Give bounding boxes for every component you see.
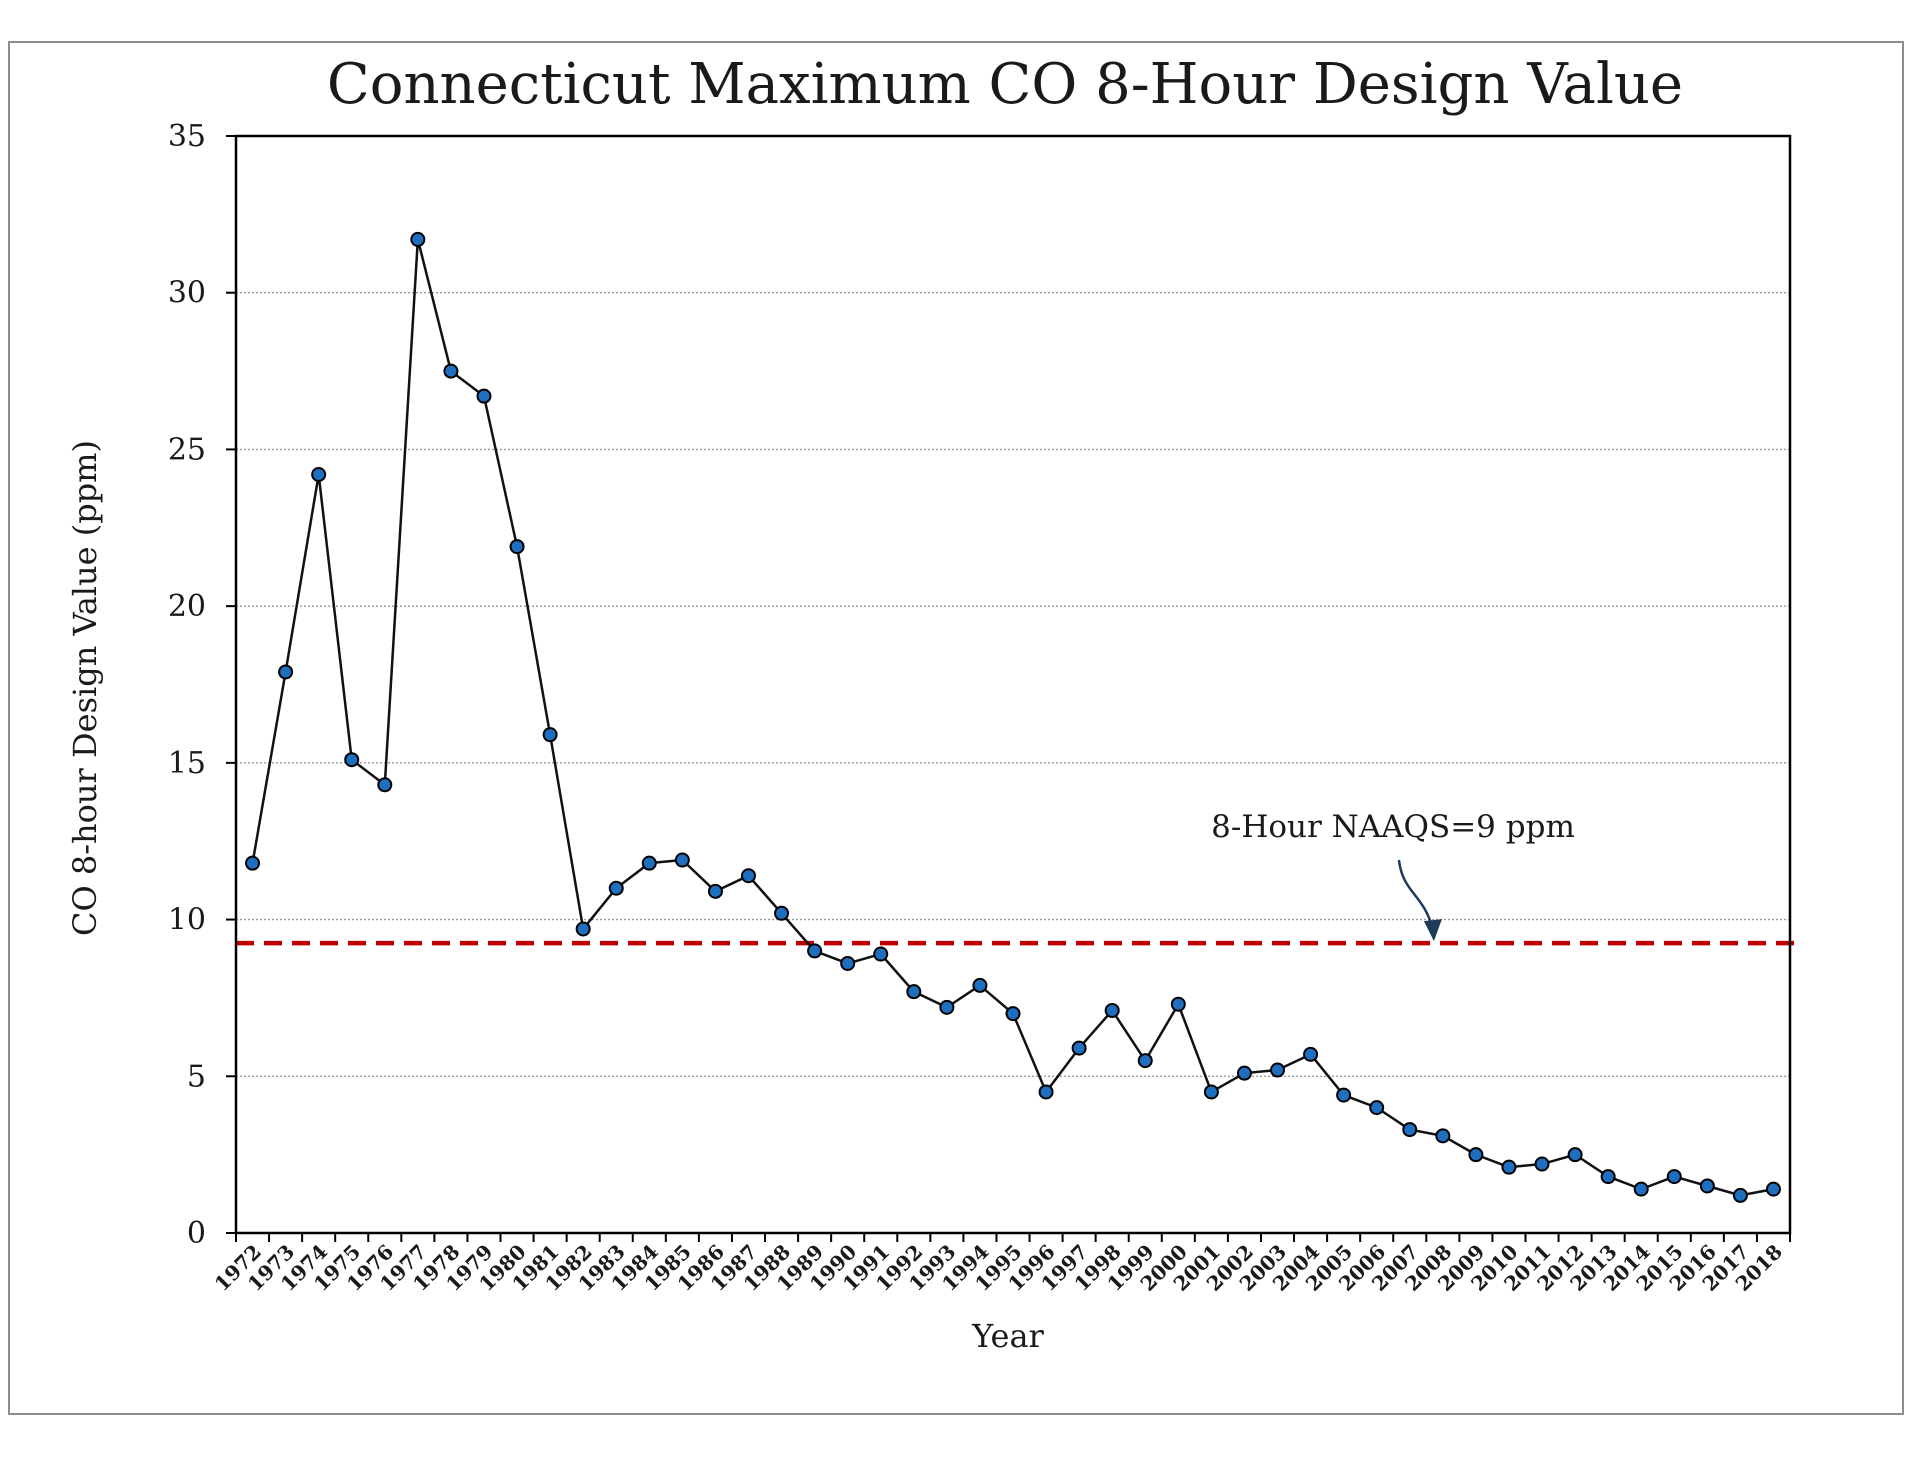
data-point: [1071, 1040, 1087, 1056]
data-point: [1104, 1002, 1120, 1018]
data-point: [1270, 1062, 1286, 1078]
gridlines: [236, 292, 1790, 1077]
chart-title: Connecticut Maximum CO 8-Hour Design Val…: [327, 52, 1683, 117]
x-axis-label: Year: [971, 1317, 1044, 1355]
data-point: [344, 752, 360, 768]
data-point: [311, 467, 327, 483]
y-tick-label: 15: [168, 746, 206, 781]
data-point: [1435, 1128, 1451, 1144]
y-tick-label: 20: [168, 589, 206, 624]
y-tick-label: 10: [168, 903, 206, 938]
reference-line-label: 8-Hour NAAQS=9 ppm: [1211, 809, 1575, 845]
x-axis-ticks: 1972197319741975197619771978197919801981…: [210, 1233, 1791, 1296]
data-point: [740, 868, 756, 884]
y-tick-label: 30: [168, 276, 206, 311]
data-point: [1005, 1006, 1021, 1022]
chart-frame: [8, 41, 1904, 1415]
data-point: [1369, 1100, 1385, 1116]
data-point: [906, 984, 922, 1000]
data-point: [873, 946, 889, 962]
data-point: [278, 664, 294, 680]
data-point: [410, 231, 426, 247]
data-point: [1402, 1122, 1418, 1138]
data-point: [377, 777, 393, 793]
annotation-arrow: [1397, 859, 1435, 930]
data-point: [1666, 1169, 1682, 1185]
data-point: [476, 388, 492, 404]
data-point: [1038, 1084, 1054, 1100]
data-point: [641, 855, 657, 871]
reference-line-group: [236, 859, 1800, 946]
data-point: [1336, 1087, 1352, 1103]
y-axis-ticks: 0 5 10 15 20 25 30 35: [168, 119, 236, 1251]
data-point: [707, 883, 723, 899]
y-axis-label: CO 8-hour Design Value (ppm): [66, 440, 104, 936]
series-group: [245, 231, 1781, 1203]
data-point: [1699, 1178, 1715, 1194]
data-point: [1468, 1147, 1484, 1163]
data-point: [509, 539, 525, 555]
y-tick-label: 5: [187, 1059, 206, 1094]
y-tick-label: 35: [168, 119, 206, 154]
data-point: [608, 880, 624, 896]
data-point: [1170, 996, 1186, 1012]
data-point: [774, 905, 790, 921]
plot-area-border: [234, 134, 1792, 1235]
y-tick-label: 0: [187, 1216, 206, 1251]
data-point: [542, 727, 558, 743]
data-point: [1137, 1053, 1153, 1069]
data-point: [1203, 1084, 1219, 1100]
data-point: [1633, 1181, 1649, 1197]
data-point: [443, 363, 459, 379]
data-point: [674, 852, 690, 868]
data-point: [1765, 1181, 1781, 1197]
data-point: [1567, 1147, 1583, 1163]
data-point: [575, 921, 591, 937]
arrow-head-icon: [1423, 919, 1442, 942]
data-point: [972, 977, 988, 993]
data-point: [1600, 1169, 1616, 1185]
data-point: [1236, 1065, 1252, 1081]
data-point: [1732, 1187, 1748, 1203]
data-point: [939, 999, 955, 1015]
data-point: [1303, 1046, 1319, 1062]
data-point: [807, 943, 823, 959]
data-point: [840, 955, 856, 971]
y-tick-label: 25: [168, 432, 206, 467]
data-point: [1501, 1159, 1517, 1175]
series-line: [251, 238, 1774, 1197]
data-point: [1534, 1156, 1550, 1172]
data-point: [245, 855, 261, 871]
